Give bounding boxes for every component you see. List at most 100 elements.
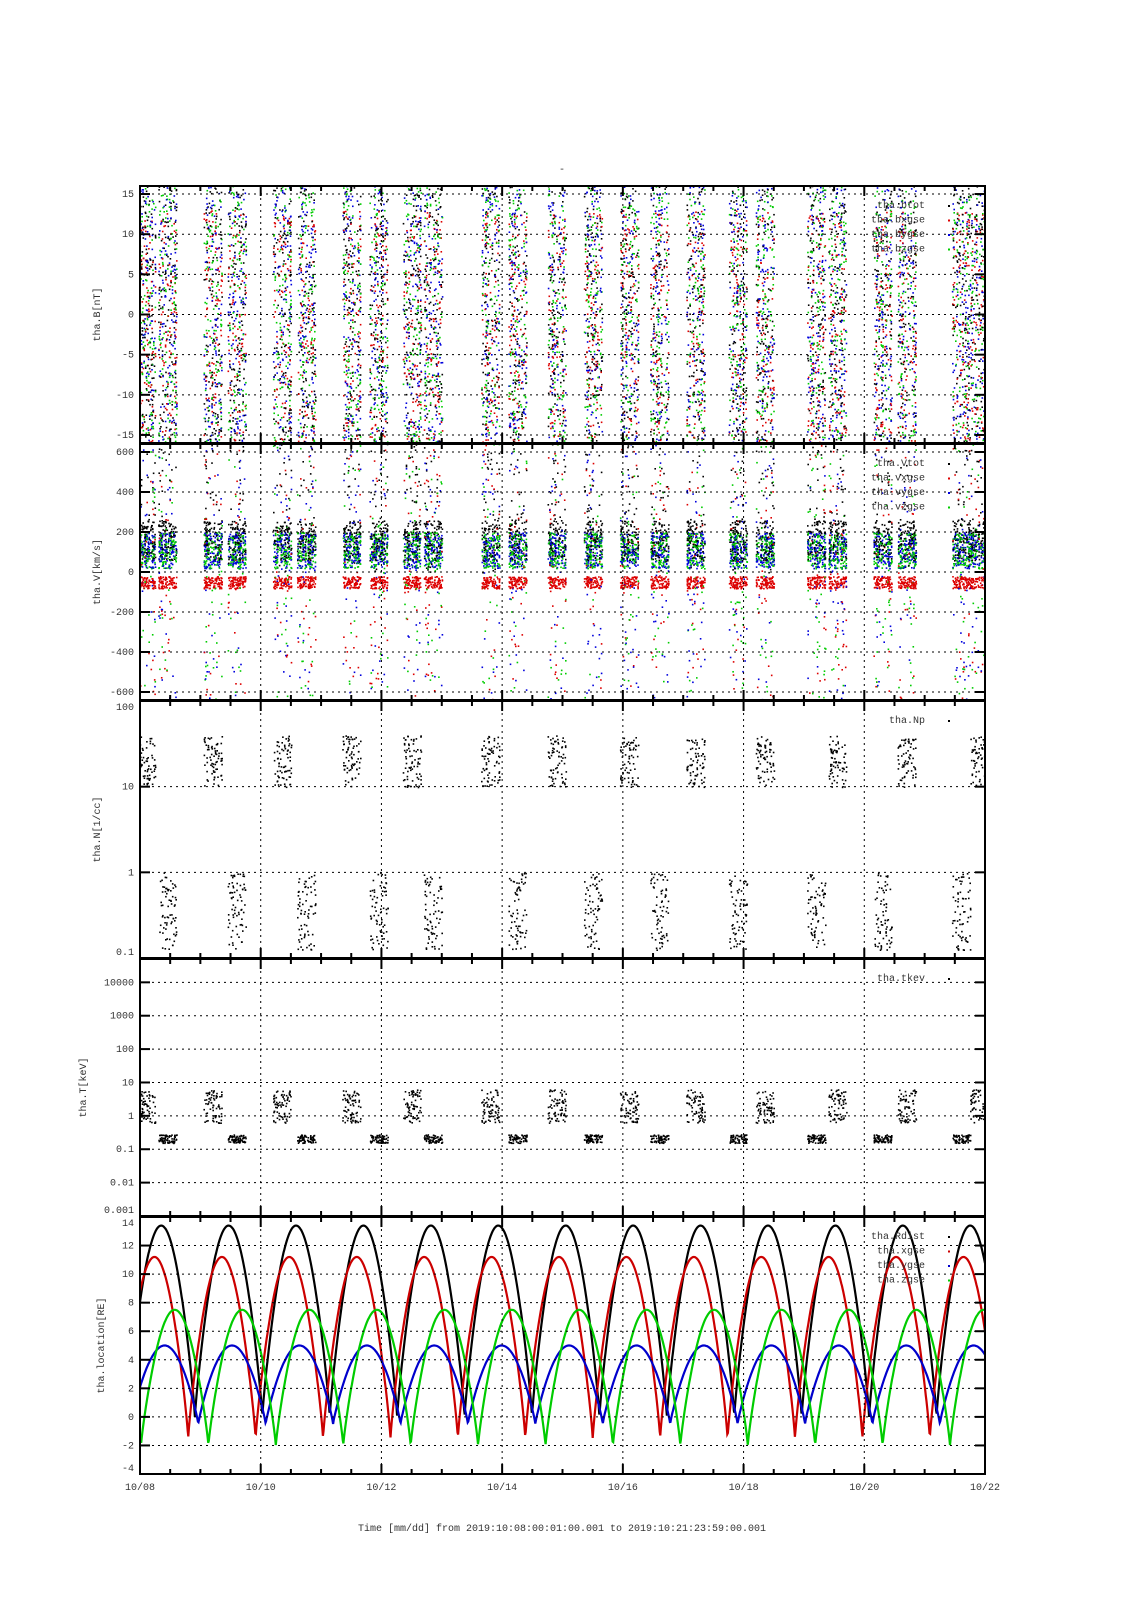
data-point-tha-btot [243,437,245,440]
data-point-tha-bxgse [173,363,175,366]
data-point-tha-btot [284,407,287,410]
data-point-tha-bygse [525,367,528,369]
data-point-tha-btot [312,425,314,428]
data-point-tha-btot [440,391,443,393]
data-point-tha-bxgse [385,420,387,423]
data-point-tha-bxgse [167,284,169,287]
data-point-tha-btot [417,322,420,325]
data-point-tha-bzgse [382,380,385,382]
data-point-tha-bygse [359,301,362,303]
data-point-tha-bxgse [434,318,436,320]
data-point-tha-bzgse [141,216,143,218]
data-point-tha-bygse [409,367,412,369]
data-point-tha-bzgse [370,406,373,409]
data-point-tha-bygse [279,312,281,314]
data-point-tha-btot [487,320,489,323]
data-point-tha-bxgse [509,351,512,353]
data-point-tha-bygse [487,305,489,308]
data-point-tha-bygse [231,222,234,225]
data-point-tha-bygse [287,383,290,385]
data-point-tha-bzgse [238,259,241,261]
data-point-tha-btot [435,381,438,383]
data-point-tha-bygse [426,298,429,300]
data-point-tha-bzgse [426,202,428,205]
data-point-tha-bxgse [484,386,486,389]
data-point-tha-btot [209,225,212,227]
data-point-tha-btot [437,187,439,190]
data-point-tha-btot [344,245,347,247]
data-point-tha-btot [173,315,176,317]
data-point-tha-bxgse [280,438,283,440]
data-point-tha-bzgse [410,352,412,355]
data-point-tha-bygse [406,383,409,386]
data-point-tha-bzgse [217,225,219,228]
data-point-tha-btot [228,215,231,218]
data-point-tha-bxgse [495,336,498,338]
data-point-tha-bxgse [279,293,281,296]
data-point-tha-btot [418,439,421,442]
data-point-tha-bzgse [241,244,244,246]
data-point-tha-bzgse [229,324,231,327]
data-point-tha-bxgse [431,376,434,378]
data-point-tha-bxgse [373,238,375,241]
data-point-tha-bxgse [498,372,500,374]
data-point-tha-bxgse [217,455,219,457]
data-point-tha-bygse [277,179,279,181]
data-point-tha-btot [418,373,421,376]
data-point-tha-btot [150,358,152,361]
data-point-tha-btot [381,298,384,300]
data-point-tha-bzgse [497,200,499,203]
data-point-tha-btot [381,358,384,360]
data-point-tha-bygse [417,309,419,312]
data-point-tha-btot [497,279,499,282]
data-point-tha-btot [243,368,245,371]
data-point-tha-bxgse [205,397,207,400]
data-point-tha-bygse [175,422,177,425]
data-point-tha-bygse [170,209,172,211]
data-point-tha-btot [162,218,164,221]
data-point-tha-btot [376,448,378,450]
data-point-tha-bxgse [441,262,443,265]
data-point-tha-btot [174,205,176,208]
data-point-tha-bxgse [429,259,432,261]
data-point-tha-bxgse [213,363,215,365]
data-point-tha-bygse [172,321,174,323]
data-point-tha-btot [153,356,155,359]
data-point-tha-btot [281,309,283,312]
data-point-tha-bxgse [359,296,362,299]
data-point-tha-bzgse [495,200,497,202]
data-point-tha-bxgse [310,310,312,313]
data-point-tha-bygse [386,319,389,322]
data-point-tha-bygse [171,292,174,295]
data-point-tha-bzgse [239,339,241,341]
data-point-tha-bxgse [159,462,161,464]
data-point-tha-btot [229,399,232,402]
data-point-tha-bzgse [298,196,300,199]
data-point-tha-bxgse [284,243,287,246]
data-point-tha-bygse [281,191,284,194]
data-point-tha-bzgse [347,425,350,428]
data-point-tha-bzgse [158,432,160,435]
data-point-tha-bxgse [428,248,430,250]
data-point-tha-btot [498,261,501,264]
data-point-tha-bzgse [379,182,381,184]
data-point-tha-bxgse [491,379,494,382]
data-point-tha-bygse [415,368,418,371]
data-point-tha-bygse [284,217,287,219]
data-point-tha-bxgse [301,279,303,282]
data-point-tha-bxgse [379,418,382,420]
data-point-tha-btot [312,346,314,349]
data-point-tha-bygse [495,432,497,435]
data-point-tha-btot [385,341,387,344]
data-point-tha-bygse [243,281,246,284]
data-point-tha-btot [148,367,151,370]
data-point-tha-bzgse [312,275,314,277]
data-point-tha-bzgse [375,214,378,217]
data-point-tha-bxgse [357,246,360,249]
data-point-tha-bygse [205,336,208,338]
data-point-tha-bzgse [242,403,244,405]
data-point-tha-bxgse [378,481,380,483]
data-point-tha-bxgse [213,404,216,406]
data-point-tha-btot [481,363,483,365]
data-point-tha-bygse [348,263,351,265]
